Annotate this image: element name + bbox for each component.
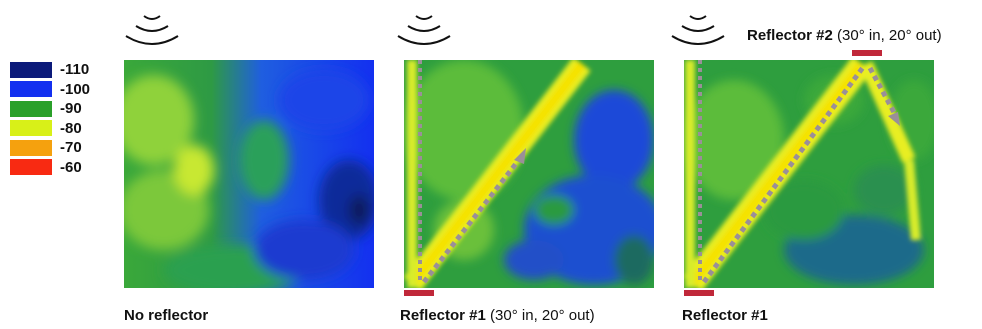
heatmap-reflector-1 — [404, 60, 654, 288]
legend-swatch — [10, 100, 52, 117]
caption-rest: (30° in, 20° out) — [485, 307, 595, 324]
legend-swatch — [10, 120, 52, 137]
antenna-wave-icon — [671, 15, 725, 45]
reflector-2-label: Reflector #2 (30° in, 20° out) — [747, 27, 942, 44]
legend-swatch — [10, 159, 52, 176]
legend-row: -100 — [10, 80, 90, 100]
legend-label: -90 — [60, 100, 82, 118]
legend-row: -70 — [10, 138, 90, 158]
legend-row: -90 — [10, 99, 90, 119]
reflector-2-label-bold: Reflector #2 — [747, 27, 833, 44]
antenna-wave-icon — [397, 15, 451, 45]
panel-caption: Reflector #1 (30° in, 20° out) — [400, 307, 595, 324]
reflector-1-marker — [684, 290, 714, 296]
legend-row: -110 — [10, 60, 90, 80]
reflector-2-marker — [852, 50, 882, 56]
legend-row: -80 — [10, 119, 90, 139]
heatmap-reflector-1-and-2 — [684, 60, 934, 288]
reflector-1-marker — [404, 290, 434, 296]
panel-reflector-1-and-2: Reflector #2 (30° in, 20° out) R — [671, 0, 980, 329]
legend-label: -80 — [60, 119, 82, 137]
panel-caption: Reflector #1 — [682, 307, 768, 324]
caption-bold: No reflector — [124, 307, 209, 324]
legend-swatch — [10, 139, 52, 156]
legend-label: -100 — [60, 80, 91, 98]
legend-swatch — [10, 81, 52, 98]
panel-caption: No reflector — [124, 307, 208, 324]
antenna-wave-icon — [125, 15, 179, 45]
legend-swatch — [10, 61, 52, 78]
caption-bold: Reflector #1 — [400, 307, 486, 324]
legend-label: -70 — [60, 139, 82, 157]
legend-row: -60 — [10, 158, 90, 178]
panel-no-reflector: No reflector — [122, 0, 382, 329]
legend-label: -60 — [60, 158, 82, 176]
legend-label: -110 — [60, 61, 90, 79]
signal-legend: -110 -100 -90 -80 -70 -60 — [10, 60, 90, 177]
caption-bold: Reflector #1 — [682, 307, 768, 324]
reflector-2-label-rest: (30° in, 20° out) — [832, 27, 942, 44]
panel-reflector-1: Reflector #1 (30° in, 20° out) — [397, 0, 658, 329]
heatmap-no-reflector — [124, 60, 374, 288]
